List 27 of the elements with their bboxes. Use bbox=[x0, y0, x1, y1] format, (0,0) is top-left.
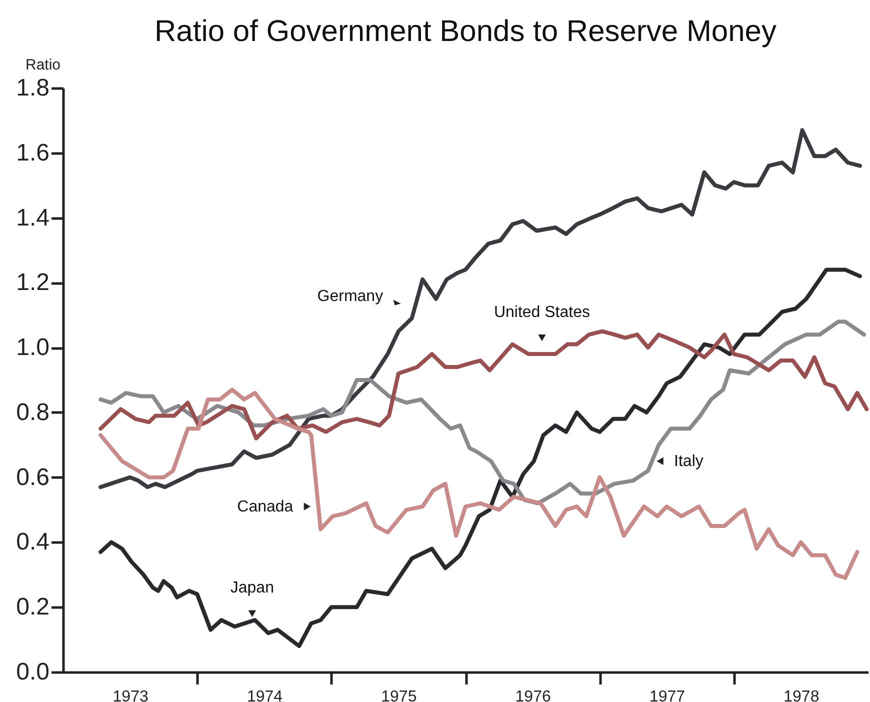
x-tick-label: 1973 bbox=[112, 688, 148, 702]
y-tick-label: 1.0 bbox=[16, 334, 50, 362]
line-series bbox=[98, 329, 869, 440]
x-tick-label: 1974 bbox=[246, 688, 283, 702]
y-axis-title: Ratio bbox=[26, 56, 61, 74]
y-tick-label: 0.6 bbox=[16, 464, 50, 491]
line-series bbox=[98, 128, 862, 490]
y-tick-label: 1.6 bbox=[16, 139, 50, 166]
annotation: United States bbox=[494, 304, 590, 321]
y-tick-label: 0.8 bbox=[16, 398, 50, 426]
line-series bbox=[98, 268, 862, 648]
annotation: Canada bbox=[237, 498, 294, 516]
x-tick-label: 1976 bbox=[515, 688, 551, 702]
x-tick-label: 1975 bbox=[381, 688, 417, 702]
annotation: Germany bbox=[317, 288, 384, 306]
annotation: Italy bbox=[674, 453, 704, 470]
x-tick-label: 1977 bbox=[649, 688, 686, 702]
chart-title: Ratio of Government Bonds to Reserve Money bbox=[154, 15, 776, 48]
y-tick-label: 0.4 bbox=[16, 528, 50, 556]
y-tick-label: 1.4 bbox=[16, 204, 50, 232]
y-tick-label: 1.8 bbox=[16, 74, 50, 102]
line-series bbox=[98, 388, 860, 580]
x-tick-label: 1978 bbox=[784, 688, 820, 702]
annotation: Japan bbox=[230, 580, 274, 597]
y-tick-label: 0.2 bbox=[16, 594, 50, 621]
y-tick-label: 1.2 bbox=[16, 269, 50, 296]
y-tick-label: 0.0 bbox=[16, 658, 50, 686]
